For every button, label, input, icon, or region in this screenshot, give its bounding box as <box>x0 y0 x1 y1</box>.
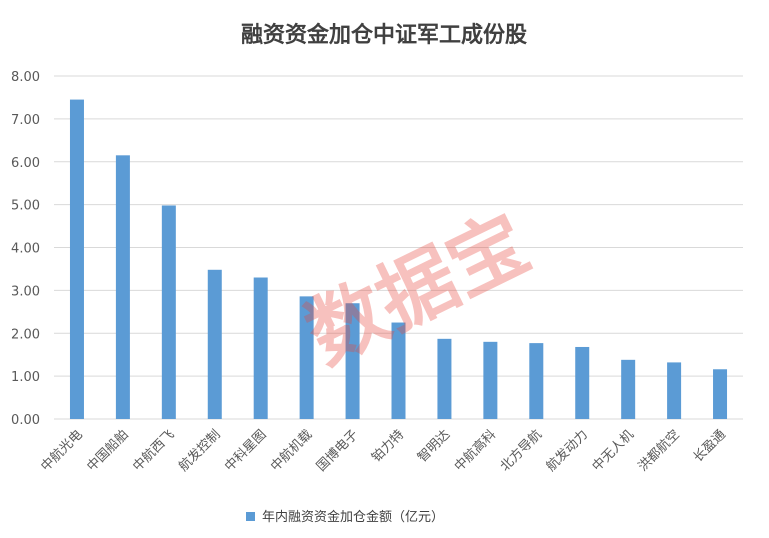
bar <box>621 359 636 419</box>
bar <box>713 369 728 419</box>
y-tick-label: 3.00 <box>11 284 40 299</box>
chart-title: 融资资金加仓中证军工成份股 <box>241 22 527 48</box>
bar <box>115 155 130 419</box>
bar <box>345 303 360 419</box>
bar <box>391 322 406 419</box>
x-tick-label: 中无人机 <box>590 427 637 474</box>
y-tick-label: 5.00 <box>11 199 40 214</box>
bars <box>69 99 728 420</box>
x-tick-label: 航发控制 <box>176 427 224 475</box>
x-tick-label: 中科星图 <box>222 427 269 474</box>
bar <box>69 99 84 420</box>
x-tick-label: 中航光电 <box>38 427 86 475</box>
x-tick-label: 国博电子 <box>314 427 361 474</box>
bar <box>253 277 268 419</box>
legend-swatch <box>246 512 255 521</box>
x-tick-label: 智明达 <box>415 427 453 465</box>
y-tick-label: 8.00 <box>11 70 40 85</box>
x-tick-label: 洪都航空 <box>635 427 683 475</box>
bar <box>299 296 314 419</box>
y-tick-label: 1.00 <box>11 370 40 385</box>
y-tick-label: 6.00 <box>11 156 40 171</box>
y-axis: 0.00 1.00 2.00 3.00 4.00 5.00 6.00 7.00 8.00 <box>11 70 40 428</box>
y-tick-label: 7.00 <box>11 113 40 128</box>
y-tick-label: 0.00 <box>11 413 40 428</box>
bar <box>575 346 590 419</box>
x-tick-label: 北方导航 <box>497 427 545 475</box>
x-tick-label: 中航机载 <box>267 427 315 475</box>
bar <box>437 338 452 419</box>
bar <box>161 205 176 419</box>
bar <box>483 341 498 419</box>
legend-label: 年内融资资金加仓金额（亿元） <box>262 509 444 525</box>
x-tick-label: 航发动力 <box>543 427 591 475</box>
x-tick-label: 中航西飞 <box>130 427 178 475</box>
legend: 年内融资资金加仓金额（亿元） <box>246 509 444 525</box>
y-tick-label: 4.00 <box>11 242 40 257</box>
x-tick-label: 中国船舶 <box>84 427 132 475</box>
bar <box>667 362 682 419</box>
bar <box>207 269 222 419</box>
x-tick-label: 中航高科 <box>451 427 499 475</box>
y-tick-label: 2.00 <box>11 327 40 342</box>
x-tick-label: 铂力特 <box>368 427 407 466</box>
watermark: 数据宝 <box>293 198 543 381</box>
bar <box>529 343 544 419</box>
x-tick-label: 长盈通 <box>691 427 729 465</box>
